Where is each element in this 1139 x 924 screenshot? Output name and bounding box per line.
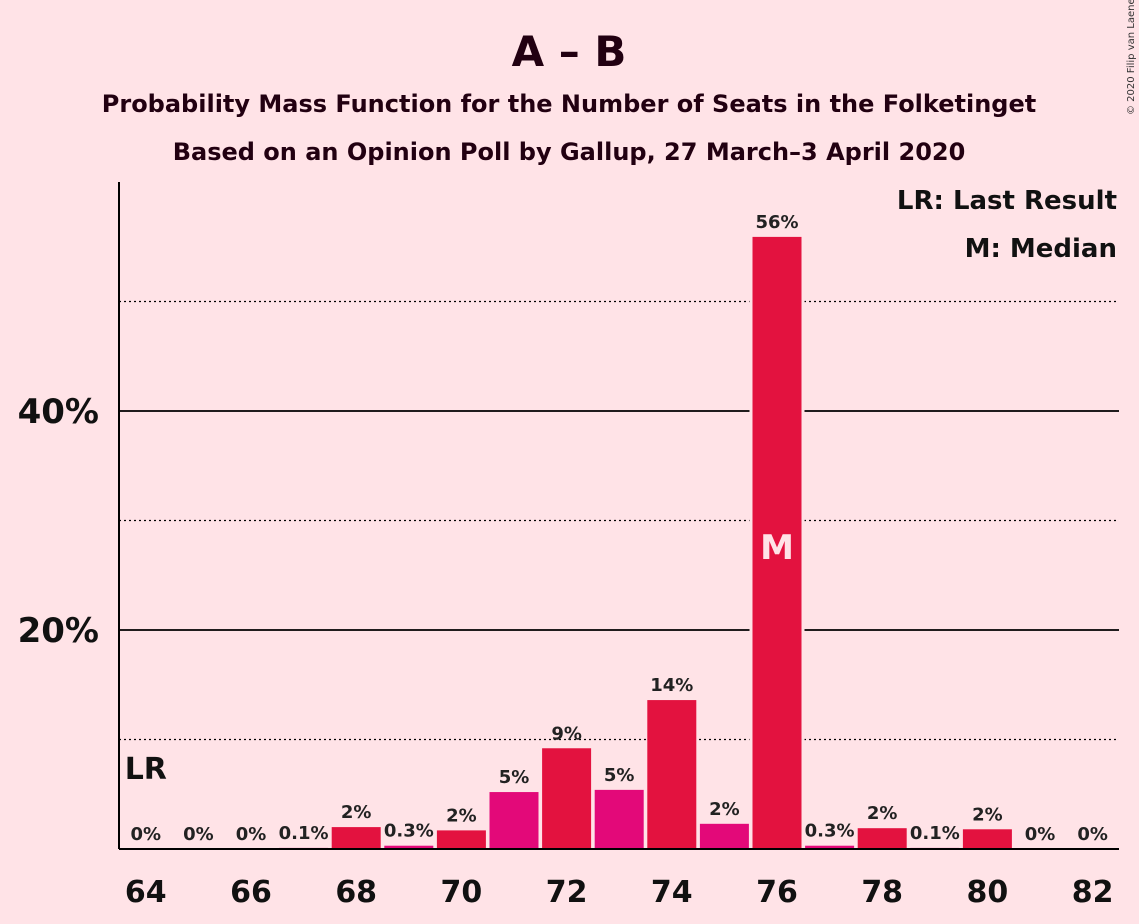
x-tick-label: 70 bbox=[441, 875, 483, 910]
bar-value-label: 0% bbox=[1077, 824, 1108, 845]
x-tick-label: 76 bbox=[756, 875, 798, 910]
bar bbox=[436, 830, 486, 849]
bar bbox=[699, 823, 749, 849]
bar-value-label: 0.1% bbox=[279, 823, 329, 844]
bar bbox=[594, 789, 644, 849]
bar bbox=[489, 792, 539, 849]
bar-value-label: 0.3% bbox=[805, 821, 855, 842]
x-tick-label: 80 bbox=[967, 875, 1009, 910]
y-tick-label: 20% bbox=[18, 611, 99, 651]
x-tick-label: 82 bbox=[1072, 875, 1114, 910]
bar-value-label: 2% bbox=[972, 804, 1003, 825]
bar bbox=[542, 748, 592, 849]
chart-title: A – B bbox=[512, 27, 627, 76]
bar-gap-right bbox=[801, 236, 805, 849]
x-tick-label: 74 bbox=[651, 875, 693, 910]
bar-value-label: 0% bbox=[131, 824, 162, 845]
bar-value-label: 14% bbox=[650, 675, 693, 696]
bar-value-label: 2% bbox=[446, 805, 477, 826]
x-tick-label: 64 bbox=[125, 875, 167, 910]
bars-group bbox=[279, 236, 1012, 849]
bar-value-labels: 0% 0% 0% 0.1% 2% 0.3% 2% 5% 9% 5% 14% 2% 56% 0.3% 2% 0.… bbox=[131, 212, 1108, 845]
bar-value-label: 2% bbox=[867, 803, 898, 824]
legend-last-result: LR: Last Result bbox=[897, 186, 1117, 216]
bar-value-label: 56% bbox=[755, 212, 798, 233]
chart-subtitle-2: Based on an Opinion Poll by Gallup, 27 M… bbox=[173, 138, 966, 166]
median-marker: M bbox=[760, 528, 794, 568]
y-axis-ticks: 20% 40% bbox=[18, 392, 99, 651]
grid-lines bbox=[119, 300, 1119, 741]
y-tick-label: 40% bbox=[18, 392, 99, 432]
bar-value-label: 9% bbox=[551, 723, 582, 744]
x-tick-label: 66 bbox=[230, 875, 272, 910]
bar-value-label: 0% bbox=[183, 824, 214, 845]
bar bbox=[384, 845, 434, 849]
bar bbox=[857, 828, 907, 849]
copyright-note: © 2020 Filip van Laenen bbox=[1126, 0, 1137, 115]
bar bbox=[805, 845, 855, 849]
bar-value-label: 0% bbox=[1025, 824, 1056, 845]
bar-value-label: 0.3% bbox=[384, 821, 434, 842]
bar bbox=[962, 829, 1012, 849]
bar-value-label: 0.1% bbox=[910, 823, 960, 844]
legend-median: M: Median bbox=[965, 234, 1117, 264]
bar bbox=[752, 236, 802, 849]
x-tick-label: 78 bbox=[861, 875, 903, 910]
bar-gap-left bbox=[749, 236, 753, 849]
x-tick-label: 68 bbox=[335, 875, 377, 910]
last-result-marker: LR bbox=[125, 752, 167, 787]
bar bbox=[647, 700, 697, 849]
bar-value-label: 0% bbox=[236, 824, 267, 845]
x-axis-ticks: 64 66 68 70 72 74 76 78 80 82 bbox=[125, 875, 1114, 910]
bar bbox=[331, 827, 381, 849]
bar-value-label: 2% bbox=[341, 802, 372, 823]
bar-value-label: 2% bbox=[709, 799, 740, 820]
bar-value-label: 5% bbox=[604, 765, 635, 786]
chart-subtitle-1: Probability Mass Function for the Number… bbox=[102, 90, 1036, 118]
x-tick-label: 72 bbox=[546, 875, 588, 910]
bar-value-label: 5% bbox=[499, 767, 530, 788]
